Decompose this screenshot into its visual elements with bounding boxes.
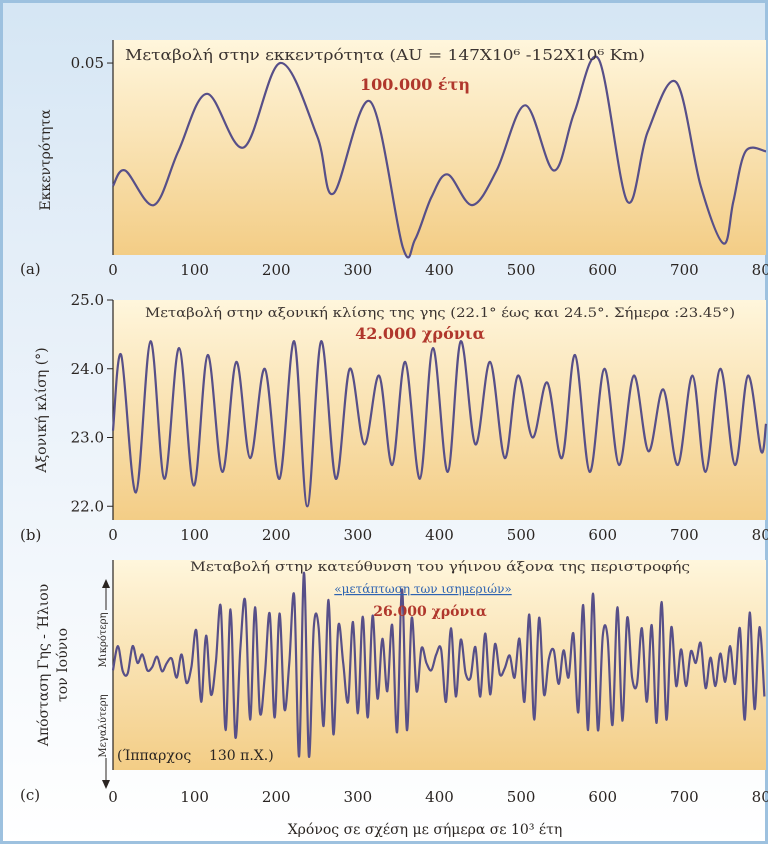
panel-c-precession-link[interactable]: «μετάπτωση των ισημεριών»	[334, 582, 511, 596]
panel-a-y-tick-label: 0.05	[71, 54, 104, 72]
panel-a-x-tick-label: 100	[180, 261, 209, 279]
panel-c-x-tick-label: 300	[344, 788, 373, 806]
panel-b-y-tick-label: 24.0	[71, 360, 104, 378]
panel-b-y-tick-label: 22.0	[71, 497, 104, 515]
panel-c-title: Μεταβολή στην κατεύθυνση του γήινου άξον…	[190, 560, 690, 575]
panel-c-plot-area	[113, 560, 766, 770]
panel-c-x-ticks: 0 100 200 300 400 500 600 700 800	[108, 788, 768, 806]
panel-a-x-tick-label: 500	[507, 261, 536, 279]
panel-a-x-ticks: 0 100 200 300 400 500 600 700 800	[108, 261, 768, 279]
panel-c-hipparchus-annotation: (Ίππαρχος 130 π.Χ.)	[117, 747, 274, 764]
panel-b-y-tick-label: 25.0	[71, 291, 104, 309]
panel-a-x-tick-label: 800	[752, 261, 768, 279]
panel-c-x-tick-label: 200	[262, 788, 291, 806]
panel-a-plot-area	[113, 40, 766, 255]
panel-c-x-tick-label: 0	[108, 788, 118, 806]
panel-c-arrow-down-icon	[102, 758, 110, 789]
panel-a-x-tick-label: 700	[670, 261, 699, 279]
panel-b-tilt-line	[111, 340, 768, 508]
panel-b-title: Μεταβολή στην αξονική κλίσης της γης (22…	[145, 306, 735, 321]
panel-a-y-ticks: 0.05	[71, 54, 113, 72]
panel-a-x-tick-label: 600	[588, 261, 617, 279]
panel-a-x-tick-label: 0	[108, 261, 118, 279]
panel-b-x-tick-label: 500	[507, 526, 536, 544]
panel-b-x-tick-label: 800	[752, 526, 768, 544]
panel-precession: 0 100 200 300 400 500 600 700 800 (c) Μεταβολή σ…	[20, 560, 768, 806]
panel-b-x-tick-label: 0	[108, 526, 118, 544]
panel-c-x-tick-label: 700	[670, 788, 699, 806]
panel-c-y-label-line1: Απόσταση Γης - Ήλιου	[35, 584, 52, 747]
panel-b-x-tick-label: 100	[180, 526, 209, 544]
panel-c-direction-down: Μεγαλύτερη	[98, 694, 109, 757]
panel-a-x-tick-label: 300	[344, 261, 373, 279]
panel-c-x-tick-label: 800	[752, 788, 768, 806]
panel-b-x-tick-label: 400	[425, 526, 454, 544]
panel-a-title: Μεταβολή στην εκκεντρότητα (AU = 147X10⁶…	[125, 46, 645, 64]
panel-eccentricity: 0 100 200 300 400 500 600 700 800 0.05 (a) Μεταβ…	[20, 40, 768, 279]
panel-c-y-label-line2: τον Ιούνιο	[55, 628, 71, 702]
x-axis-label: Χρόνος σε σχέση με σήμερα σε 10³ έτη	[288, 821, 563, 838]
panel-b-label: (b)	[20, 526, 41, 544]
panel-c-precession-line	[111, 571, 766, 758]
panel-a-x-tick-label: 200	[262, 261, 291, 279]
panel-c-direction-up: Μικρότερη	[98, 613, 109, 668]
panel-c-x-tick-label: 400	[425, 788, 454, 806]
panel-b-period-note: 42.000 χρόνια	[355, 324, 485, 343]
panel-b-y-tick-label: 23.0	[71, 429, 104, 447]
panel-b-x-ticks: 0 100 200 300 400 500 600 700 800	[108, 526, 768, 544]
panel-c-x-tick-label: 600	[588, 788, 617, 806]
panel-axial-tilt: 0 100 200 300 400 500 600 700 800 22.0 23.0 24.0 25…	[20, 291, 768, 544]
panel-a-x-tick-label: 400	[425, 261, 454, 279]
panel-c-label: (c)	[20, 786, 40, 804]
panel-c-x-tick-label: 500	[507, 788, 536, 806]
panel-b-x-tick-label: 700	[670, 526, 699, 544]
panel-c-period-note: 26.000 χρόνια	[373, 604, 487, 620]
panel-a-label: (a)	[20, 260, 41, 278]
panel-b-x-tick-label: 600	[588, 526, 617, 544]
panel-c-x-tick-label: 100	[180, 788, 209, 806]
panel-c-arrow-up-icon	[102, 579, 110, 610]
panel-b-y-label: Αξονική κλίση (°)	[33, 347, 50, 473]
panel-a-y-label: Εκκεντρότητα	[38, 109, 54, 211]
panel-b-x-tick-label: 300	[344, 526, 373, 544]
panel-b-y-ticks: 22.0 23.0 24.0 25.0	[71, 291, 113, 515]
panel-a-period-note: 100.000 έτη	[360, 75, 470, 94]
panel-a-eccentricity-line	[112, 55, 767, 259]
panel-b-x-tick-label: 200	[262, 526, 291, 544]
